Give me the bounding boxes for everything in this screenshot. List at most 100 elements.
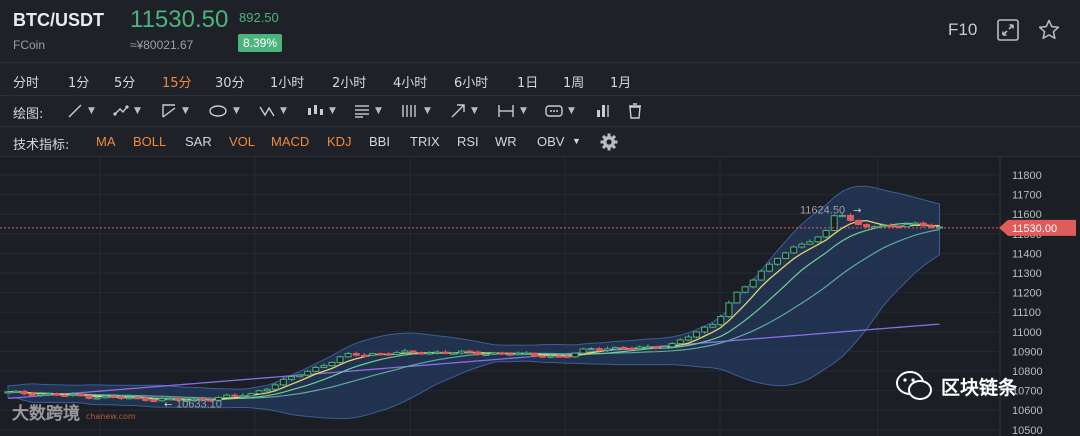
tab-timeframe[interactable]: 4小时 [393, 76, 428, 91]
candle-body [676, 339, 684, 345]
indicator-boll[interactable]: BOLL [133, 134, 167, 149]
candle-body [628, 347, 636, 351]
indicator-rsi[interactable]: RSI [457, 134, 479, 149]
candle-body [871, 226, 879, 229]
y-tick-label: 11600 [1012, 209, 1042, 221]
indicator-vol[interactable]: VOL [229, 134, 256, 149]
candle-body [765, 263, 773, 272]
candle-tool-icon[interactable]: ▼ [305, 100, 336, 122]
indicator-label: 技术指标: [13, 138, 70, 153]
candle-body [352, 353, 360, 356]
tab-timeframe[interactable]: 6小时 [454, 76, 489, 91]
candle-body [401, 350, 409, 354]
candle-body [482, 353, 490, 356]
candle-body [571, 352, 579, 358]
wechat-badge: 区块链条 [895, 370, 1017, 402]
high-price-label: 11624.50 [800, 204, 845, 216]
y-tick-label: 11700 [1012, 190, 1042, 202]
timeframe-bar: 分时 1分 5分 15分 30分 1小时 2小时 4小时 6小时 1日 1周 1… [0, 62, 1080, 95]
indicator-trix[interactable]: TRIX [410, 134, 440, 149]
pen-tool-icon[interactable]: ▼ [112, 100, 141, 122]
candle-body [20, 390, 28, 395]
tab-timeframe[interactable]: 5分 [114, 76, 136, 91]
indicator-ma[interactable]: MA [96, 134, 116, 149]
pattern-tool-icon[interactable]: ▼ [258, 100, 287, 122]
ma-line-purple [7, 323, 940, 400]
tab-timeframe[interactable]: 2小时 [332, 76, 367, 91]
y-tick-label: 11300 [1012, 268, 1042, 280]
candle-body [749, 279, 757, 288]
cny-price: ≈¥80021.67 [130, 38, 194, 52]
watermark-sub: chanew.com [85, 412, 136, 421]
tab-timeframe[interactable]: 1月 [610, 76, 632, 91]
chevron-down-icon[interactable]: ▼ [572, 136, 581, 146]
bars-tool-icon[interactable]: ▼ [402, 105, 431, 117]
candle-body [271, 384, 279, 390]
candle-body [660, 346, 668, 349]
ellipse-tool-icon[interactable]: ▼ [207, 100, 240, 122]
candle-body [741, 286, 749, 293]
measure-icon[interactable] [594, 100, 612, 122]
tab-timeframe[interactable]: 1小时 [270, 76, 305, 91]
ticker-header: BTC/USDT FCoin 11530.50 892.50 ≈¥80021.6… [0, 0, 1080, 62]
range-tool-icon[interactable]: ▼ [498, 105, 527, 117]
indicator-macd[interactable]: MACD [271, 134, 310, 149]
chart-canvas[interactable]: 1180011700116001150011400113001120011100… [0, 157, 1080, 436]
angle-tool-icon[interactable]: ▼ [160, 100, 189, 122]
candle-body [846, 214, 854, 221]
candle-body [28, 393, 36, 397]
tab-timeframe[interactable]: 1分 [68, 76, 90, 91]
candle-body [733, 291, 741, 304]
candle-body [142, 397, 150, 401]
pair-name[interactable]: BTC/USDT [13, 10, 104, 30]
candle-body [458, 350, 466, 354]
y-tick-label: 11100 [1012, 307, 1041, 319]
arrow-tool-icon[interactable]: ▼ [449, 100, 478, 122]
draw-label: 绘图: [13, 107, 44, 122]
f10-button[interactable]: F10 [948, 20, 978, 39]
candle-body [579, 348, 587, 354]
y-tick-label: 11000 [1012, 327, 1042, 339]
tab-timeframe[interactable]: 分时 [13, 76, 40, 91]
candle-body [814, 236, 822, 243]
candle-body [134, 397, 142, 400]
indicator-kdj[interactable]: KDJ [327, 134, 352, 149]
star-icon[interactable] [1037, 18, 1061, 42]
fullscreen-icon[interactable] [996, 18, 1020, 42]
current-price-tag [999, 219, 1076, 236]
candle-body [166, 398, 174, 401]
candle-body [288, 376, 295, 380]
candle-body [595, 348, 603, 351]
candle-body [36, 393, 44, 397]
candle-body [377, 353, 385, 356]
candle-body [782, 252, 790, 259]
gear-icon[interactable] [599, 132, 619, 156]
candle-body [498, 352, 506, 355]
candle-body [126, 397, 133, 400]
candle-body [101, 395, 109, 399]
indicator-wr[interactable]: WR [495, 134, 517, 149]
watermark-logo: 大数跨境 chanew.com [12, 399, 136, 424]
tab-timeframe[interactable]: 30分 [215, 76, 245, 91]
candle-body [506, 353, 514, 356]
candle-body [822, 229, 830, 238]
indicator-bar: 技术指标: MA BOLL SAR VOL MACD KDJ BBI TRIX … [0, 126, 1080, 156]
trash-icon[interactable] [627, 100, 643, 122]
fib-tool-icon[interactable]: ▼ [355, 105, 382, 118]
candle-body [830, 215, 838, 231]
drawing-toolbar: 绘图: ▼ ▼ ▼ ▼ ▼ ▼ ▼ ▼ ▼ ▼ ▼ [0, 95, 1080, 126]
line-tool-icon[interactable]: ▼ [66, 100, 95, 122]
indicator-obv[interactable]: OBV [537, 134, 565, 149]
tab-timeframe[interactable]: 1周 [563, 76, 585, 91]
indicator-sar[interactable]: SAR [185, 134, 212, 149]
candle-body [911, 222, 919, 225]
candle-body [85, 395, 93, 399]
tab-timeframe-active[interactable]: 15分 [162, 76, 192, 91]
candle-body [215, 396, 223, 401]
text-tool-icon[interactable]: ▼ [544, 100, 575, 122]
tab-timeframe[interactable]: 1日 [517, 76, 539, 91]
indicator-bbi[interactable]: BBI [369, 134, 390, 149]
boll-band [7, 185, 940, 420]
candle-body [69, 393, 77, 396]
candle-body [790, 246, 798, 254]
